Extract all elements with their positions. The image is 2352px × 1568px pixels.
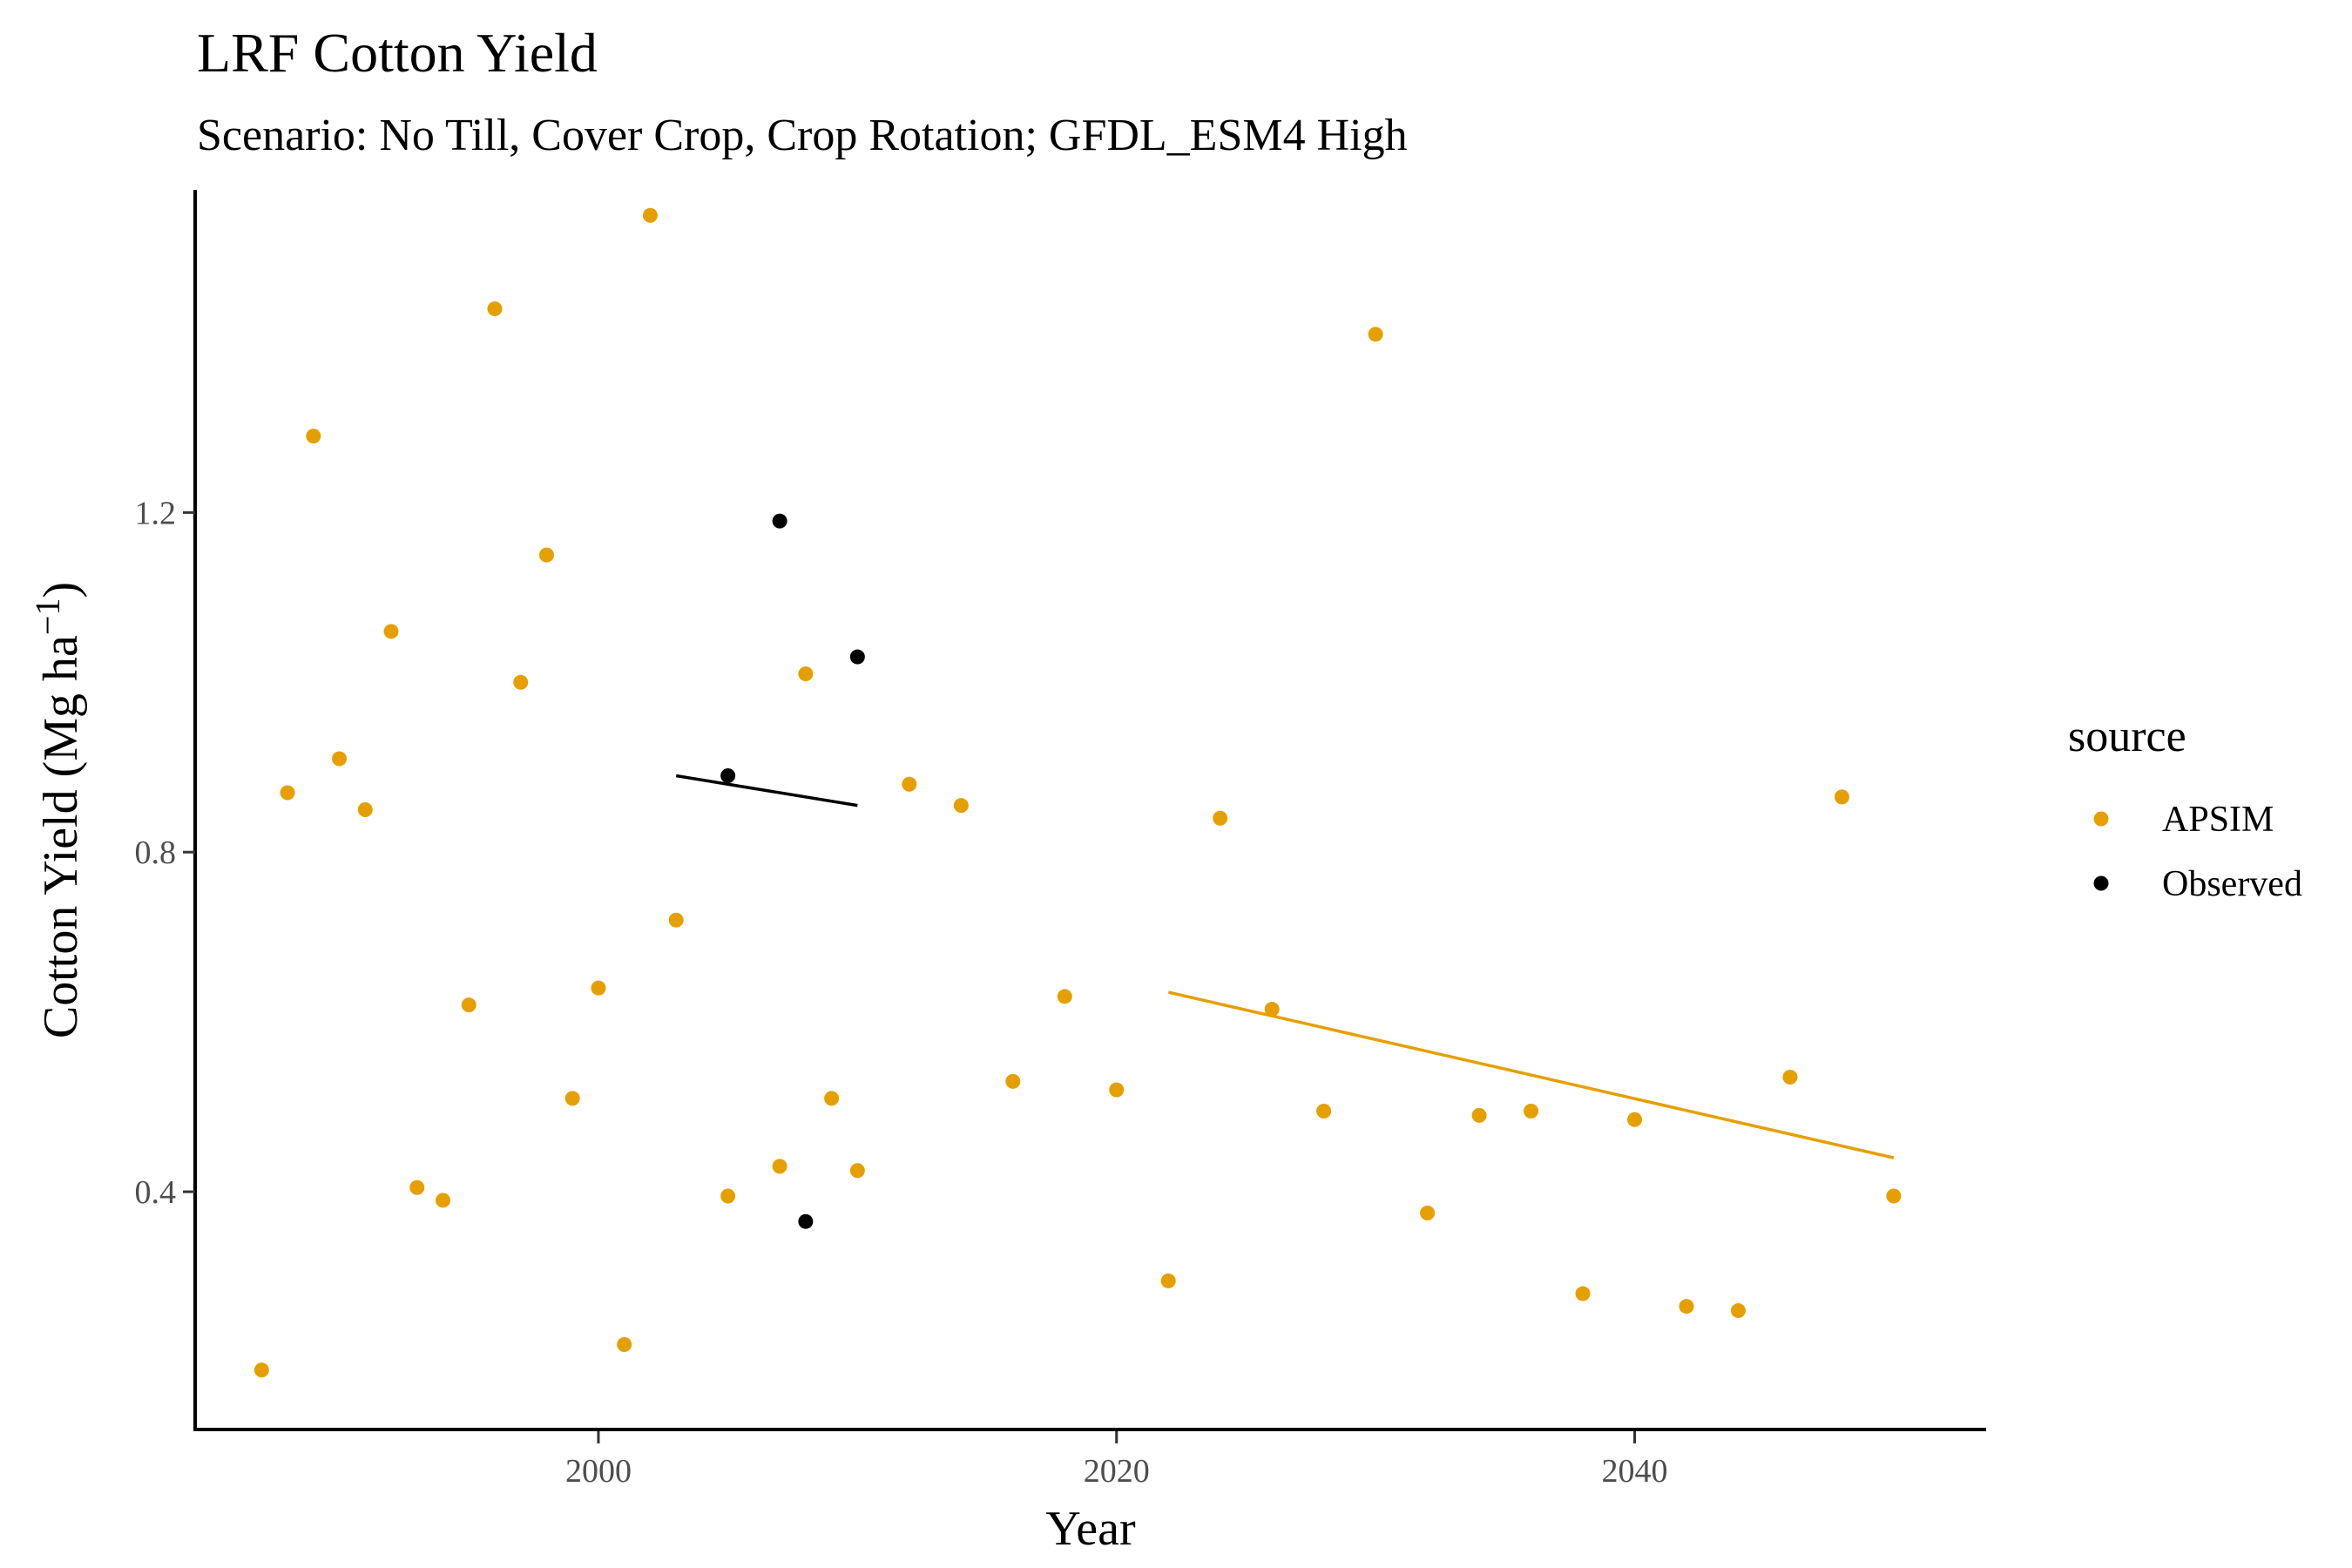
legend-label-1: Observed: [2162, 864, 2302, 904]
data-point-0-18: [772, 1159, 787, 1174]
data-point-0-12: [564, 1091, 580, 1106]
data-point-0-10: [513, 674, 529, 690]
data-point-0-24: [1005, 1073, 1021, 1089]
data-point-0-33: [1471, 1107, 1487, 1123]
legend-key-1: [2093, 875, 2109, 891]
y-axis-ticks: 0.4 0.8 1.2: [135, 495, 195, 1211]
data-point-1-3: [849, 649, 865, 665]
data-point-1-2: [798, 1213, 814, 1229]
data-point-0-14: [617, 1337, 632, 1353]
data-points: [253, 207, 1902, 1378]
x-tick-label: 2040: [1602, 1453, 1668, 1490]
data-point-0-29: [1264, 1002, 1280, 1017]
chart-title: LRF Cotton Yield: [197, 22, 598, 84]
y-tick-label: 1.2: [135, 495, 177, 531]
legend-key-0: [2093, 811, 2109, 827]
data-point-0-3: [332, 751, 348, 767]
data-point-0-5: [383, 624, 399, 639]
data-point-0-9: [487, 301, 503, 316]
data-point-0-23: [953, 798, 969, 814]
data-point-0-0: [253, 1362, 269, 1378]
y-axis-title-main: Cotton Yield (Mg ha: [34, 635, 88, 1038]
data-point-0-30: [1316, 1104, 1332, 1119]
y-tick-label: 0.8: [135, 835, 177, 871]
y-axis-title-close: ): [34, 582, 88, 598]
y-tick-label: 0.4: [135, 1174, 177, 1211]
chart-subtitle: Scenario: No Till, Cover Crop, Crop Rota…: [197, 111, 1408, 160]
legend-title: source: [2068, 712, 2186, 761]
data-point-0-8: [461, 997, 476, 1013]
data-point-0-40: [1834, 789, 1849, 805]
data-point-1-1: [772, 513, 787, 529]
data-point-0-16: [668, 912, 684, 928]
legend: source APSIM Observed: [2068, 712, 2302, 904]
data-point-0-22: [902, 776, 917, 792]
data-point-0-17: [720, 1188, 736, 1204]
data-point-0-39: [1782, 1070, 1798, 1085]
data-point-0-37: [1679, 1299, 1694, 1315]
data-point-0-41: [1886, 1188, 1902, 1204]
legend-label-0: APSIM: [2162, 800, 2274, 840]
x-tick-label: 2020: [1084, 1453, 1150, 1490]
x-axis-ticks: 2000 2020 2040: [565, 1431, 1668, 1490]
data-point-0-1: [280, 785, 295, 801]
data-point-0-6: [409, 1179, 425, 1195]
x-axis-title: Year: [1045, 1502, 1136, 1556]
data-point-0-27: [1160, 1273, 1176, 1288]
data-point-1-0: [720, 768, 736, 784]
data-point-0-38: [1730, 1303, 1746, 1319]
data-point-0-31: [1368, 327, 1383, 342]
x-tick-label: 2000: [565, 1453, 632, 1490]
data-point-0-25: [1057, 989, 1072, 1004]
data-point-0-26: [1109, 1082, 1125, 1098]
data-point-0-28: [1213, 810, 1228, 826]
trend-lines: [675, 774, 1895, 1159]
y-axis-title-superscript: −1: [28, 598, 67, 636]
legend-items: APSIM Observed: [2093, 800, 2302, 904]
plot-area: [253, 207, 1902, 1378]
data-point-0-36: [1627, 1112, 1643, 1127]
data-point-0-32: [1420, 1205, 1436, 1220]
data-point-0-15: [642, 207, 658, 223]
data-point-0-21: [849, 1163, 865, 1179]
trend-line-1: [675, 774, 858, 808]
data-point-0-7: [436, 1193, 451, 1208]
trend-line-0: [1167, 990, 1895, 1159]
data-point-0-2: [306, 429, 321, 444]
data-point-0-13: [591, 980, 606, 996]
y-axis-title: Cotton Yield (Mg ha−1): [28, 582, 88, 1038]
data-point-0-34: [1524, 1104, 1539, 1119]
data-point-0-4: [357, 802, 373, 817]
data-point-0-11: [538, 547, 554, 563]
data-point-0-35: [1575, 1286, 1591, 1301]
data-point-0-19: [798, 666, 814, 682]
data-point-0-20: [824, 1091, 840, 1106]
